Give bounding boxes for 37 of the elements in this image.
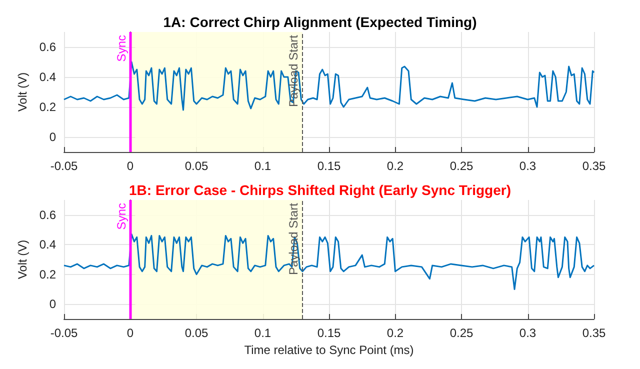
x-tick-label: 0.2 [386, 159, 404, 173]
y-tick-label: 0 [49, 297, 56, 312]
x-tick-label: 0.25 [450, 326, 474, 340]
ref-line-label: Sync [114, 203, 128, 230]
x-tick-label: -0.05 [50, 326, 78, 340]
line-series [63, 233, 595, 290]
x-tick-label: 0.3 [519, 326, 536, 340]
y-tick-label: 0.6 [39, 40, 56, 54]
x-tick-label: 0 [126, 159, 134, 173]
x-tick-label: 0.25 [450, 159, 474, 173]
chart-title: 1A: Correct Chirp Alignment (Expected Timing) [163, 14, 477, 30]
x-tick-label: 0.05 [184, 326, 208, 340]
x-tick-label: 0.35 [582, 326, 606, 340]
y-tick-label: 0.2 [39, 100, 56, 114]
x-tick-label: 0.2 [386, 326, 404, 340]
ref-line-label: Payload Start [286, 202, 300, 276]
y-tick-label: 0.4 [39, 238, 56, 252]
x-tick-label: 0.35 [582, 159, 606, 173]
x-tick-label: 0.1 [254, 159, 272, 173]
y-tick-label: 0.2 [39, 267, 56, 282]
y-tick-label: 0 [49, 130, 56, 144]
y-axis-title: Volt (V) [15, 240, 30, 280]
y-tick-label: 0.4 [39, 70, 56, 84]
y-tick-label: 0.6 [39, 208, 56, 222]
x-tick-label: 0.05 [184, 159, 208, 173]
line-series [63, 61, 595, 111]
x-tick-label: 0.15 [317, 159, 341, 173]
x-axis-title: Time relative to Sync Point (ms) [244, 342, 414, 357]
chart-title: 1B: Error Case - Chirps Shifted Right (Early Sync Trigger) [129, 182, 511, 198]
x-tick-label: -0.05 [50, 159, 78, 173]
x-tick-label: 0.1 [254, 326, 272, 340]
x-tick-label: 0 [126, 326, 134, 340]
y-axis-title: Volt (V) [15, 72, 30, 112]
x-tick-label: 0.15 [317, 326, 341, 340]
ref-line-label: Sync [114, 35, 128, 62]
ref-line-label: Payload Start [286, 34, 300, 108]
x-tick-label: 0.3 [519, 159, 536, 173]
